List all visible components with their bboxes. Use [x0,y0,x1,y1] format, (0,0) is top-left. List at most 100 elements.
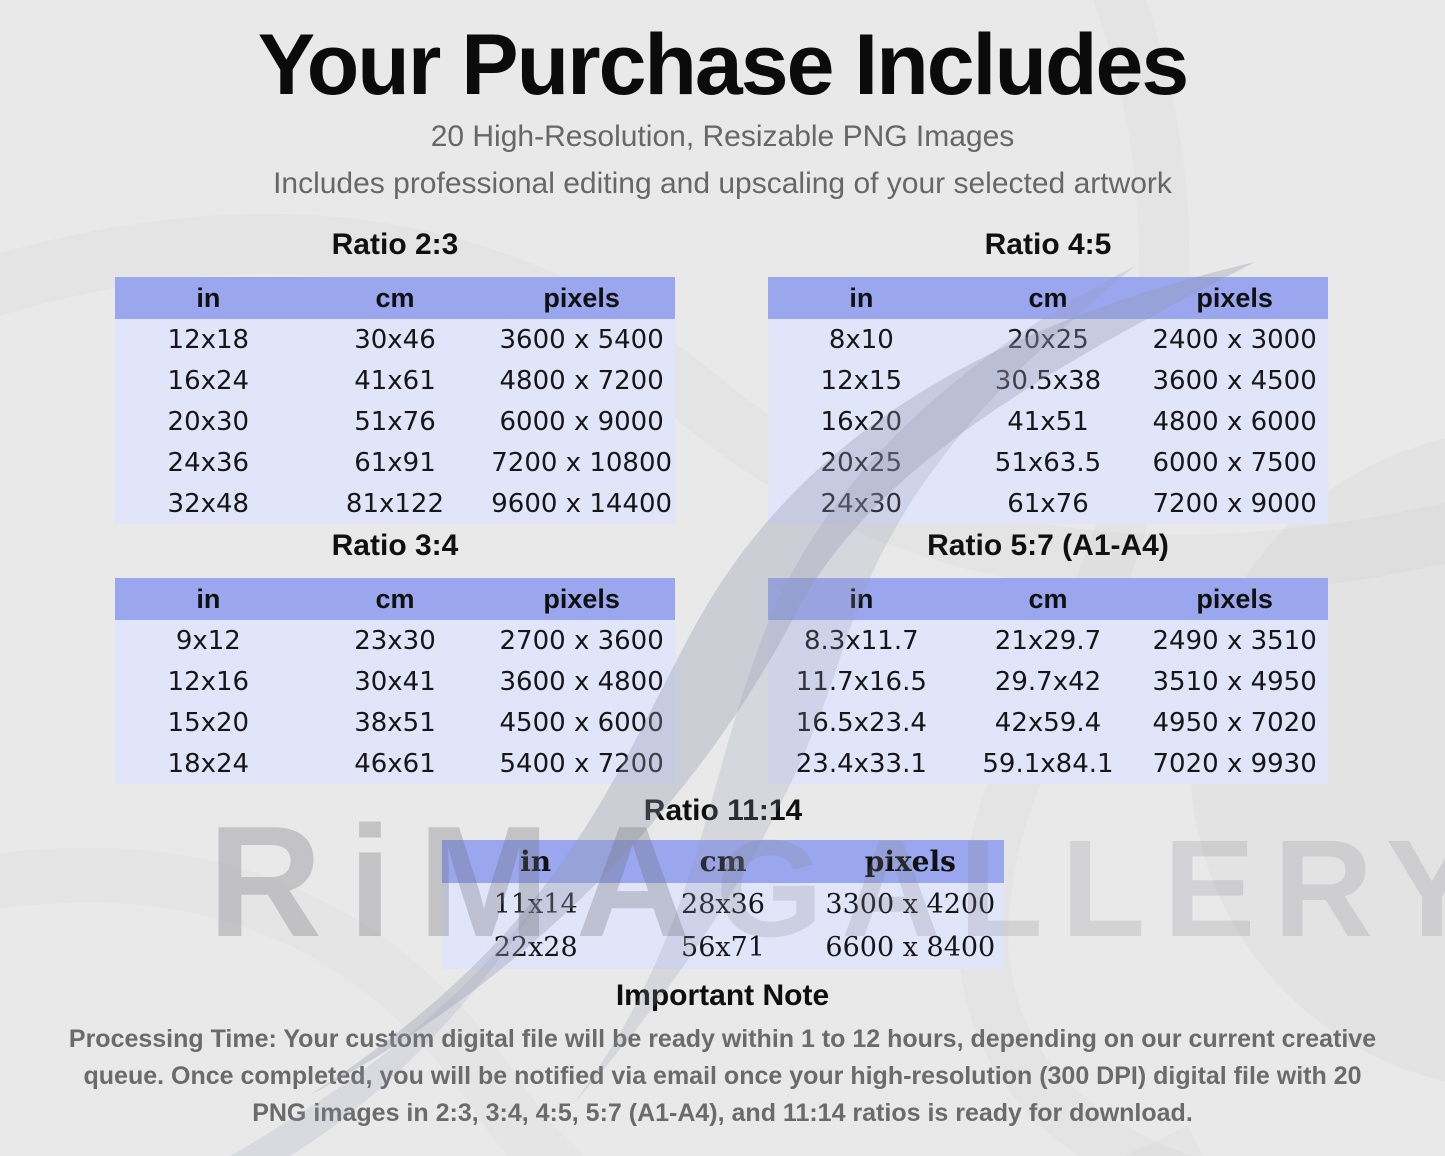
size-table-ratio-2-3: in cm pixels 12x18 30x46 3600 x 5400 16x… [115,277,675,524]
col-header-pixels: pixels [816,840,1004,883]
cell-cm: 20x25 [954,319,1142,360]
table-row: 22x28 56x71 6600 x 8400 [442,926,1004,969]
cell-in: 16.5x23.4 [768,702,955,743]
col-header-cm: cm [301,578,489,620]
table-header-row: in cm pixels [768,578,1328,620]
table-row: 20x30 51x76 6000 x 9000 [115,401,675,442]
table-row: 8.3x11.7 21x29.7 2490 x 3510 [768,620,1328,661]
table-row: 9x12 23x30 2700 x 3600 [115,620,675,661]
col-header-pixels: pixels [488,277,675,319]
cell-pixels: 3600 x 5400 [488,319,675,360]
note-paragraph: Processing Time: Your custom digital fil… [0,1021,1445,1132]
cell-pixels: 6600 x 8400 [816,926,1004,969]
table-block-ratio-4-5: Ratio 4:5 in cm pixels 8x10 20x25 2400 x… [768,228,1328,524]
cell-in: 20x30 [115,401,302,442]
cell-cm: 42x59.4 [954,702,1142,743]
cell-cm: 59.1x84.1 [954,743,1142,784]
col-header-pixels: pixels [1141,277,1328,319]
cell-in: 11x14 [442,883,630,926]
table-header-row: in cm pixels [115,578,675,620]
table-block-ratio-11-14: Ratio 11:14 in cm pixels 11x14 28x36 330… [442,794,1004,969]
cell-pixels: 4800 x 7200 [488,360,675,401]
cell-in: 24x36 [115,442,302,483]
cell-cm: 21x29.7 [954,620,1142,661]
cell-cm: 56x71 [629,926,817,969]
col-header-in: in [115,578,302,620]
cell-pixels: 4950 x 7020 [1141,702,1328,743]
note-line-2: queue. Once completed, you will be notif… [83,1062,1362,1090]
cell-in: 12x15 [768,360,955,401]
cell-cm: 46x61 [301,743,489,784]
size-table-ratio-11-14: in cm pixels 11x14 28x36 3300 x 4200 22x… [442,840,1004,969]
table-title-ratio-4-5: Ratio 4:5 [984,228,1112,261]
cell-in: 15x20 [115,702,302,743]
cell-pixels: 7200 x 9000 [1141,483,1328,524]
table-header-row: in cm pixels [115,277,675,319]
cell-pixels: 3300 x 4200 [816,883,1004,926]
page-title: Your Purchase Includes [257,17,1189,113]
cell-pixels: 3600 x 4500 [1141,360,1328,401]
table-title-ratio-2-3: Ratio 2:3 [331,228,459,261]
col-header-cm: cm [954,277,1142,319]
table-row: 15x20 38x51 4500 x 6000 [115,702,675,743]
cell-in: 18x24 [115,743,302,784]
cell-pixels: 4800 x 6000 [1141,401,1328,442]
col-header-pixels: pixels [488,578,675,620]
cell-cm: 30.5x38 [954,360,1142,401]
table-row: 12x18 30x46 3600 x 5400 [115,319,675,360]
cell-in: 9x12 [115,620,302,661]
cell-cm: 61x76 [954,483,1142,524]
cell-pixels: 2400 x 3000 [1141,319,1328,360]
cell-pixels: 4500 x 6000 [488,702,675,743]
cell-in: 12x18 [115,319,302,360]
cell-cm: 38x51 [301,702,489,743]
cell-cm: 81x122 [301,483,489,524]
note-line-3: PNG images in 2:3, 3:4, 4:5, 5:7 (A1-A4)… [252,1099,1193,1127]
table-row: 11x14 28x36 3300 x 4200 [442,883,1004,926]
cell-pixels: 6000 x 9000 [488,401,675,442]
cell-in: 23.4x33.1 [768,743,955,784]
table-title-ratio-5-7: Ratio 5:7 (A1-A4) [927,529,1169,562]
cell-pixels: 7200 x 10800 [488,442,675,483]
col-header-in: in [768,578,955,620]
cell-pixels: 3600 x 4800 [488,661,675,702]
table-header-row: in cm pixels [442,840,1004,883]
table-row: 24x30 61x76 7200 x 9000 [768,483,1328,524]
cell-cm: 51x63.5 [954,442,1142,483]
table-row: 23.4x33.1 59.1x84.1 7020 x 9930 [768,743,1328,784]
cell-pixels: 3510 x 4950 [1141,661,1328,702]
size-table-ratio-3-4: in cm pixels 9x12 23x30 2700 x 3600 12x1… [115,578,675,784]
table-row: 24x36 61x91 7200 x 10800 [115,442,675,483]
cell-cm: 28x36 [629,883,817,926]
table-block-ratio-5-7: Ratio 5:7 (A1-A4) in cm pixels 8.3x11.7 … [768,529,1328,784]
table-row: 12x16 30x41 3600 x 4800 [115,661,675,702]
table-title-ratio-3-4: Ratio 3:4 [331,529,459,562]
size-table-ratio-5-7: in cm pixels 8.3x11.7 21x29.7 2490 x 351… [768,578,1328,784]
table-row: 16.5x23.4 42x59.4 4950 x 7020 [768,702,1328,743]
subtitle-line-2: Includes professional editing and upscal… [273,167,1172,200]
cell-in: 32x48 [115,483,302,524]
note-heading: Important Note [615,979,830,1012]
cell-pixels: 6000 x 7500 [1141,442,1328,483]
table-block-ratio-3-4: Ratio 3:4 in cm pixels 9x12 23x30 2700 x… [115,529,675,784]
cell-in: 24x30 [768,483,955,524]
table-row: 16x24 41x61 4800 x 7200 [115,360,675,401]
cell-cm: 41x51 [954,401,1142,442]
cell-in: 8.3x11.7 [768,620,955,661]
subtitle-line-1: 20 High-Resolution, Resizable PNG Images [430,120,1015,153]
cell-pixels: 9600 x 14400 [488,483,675,524]
col-header-cm: cm [954,578,1142,620]
cell-cm: 61x91 [301,442,489,483]
cell-in: 11.7x16.5 [768,661,955,702]
cell-cm: 23x30 [301,620,489,661]
table-row: 18x24 46x61 5400 x 7200 [115,743,675,784]
table-block-ratio-2-3: Ratio 2:3 in cm pixels 12x18 30x46 3600 … [115,228,675,524]
size-table-ratio-4-5: in cm pixels 8x10 20x25 2400 x 3000 12x1… [768,277,1328,524]
table-row: 11.7x16.5 29.7x42 3510 x 4950 [768,661,1328,702]
col-header-in: in [115,277,302,319]
cell-pixels: 7020 x 9930 [1141,743,1328,784]
cell-in: 22x28 [442,926,630,969]
cell-cm: 51x76 [301,401,489,442]
cell-pixels: 2700 x 3600 [488,620,675,661]
